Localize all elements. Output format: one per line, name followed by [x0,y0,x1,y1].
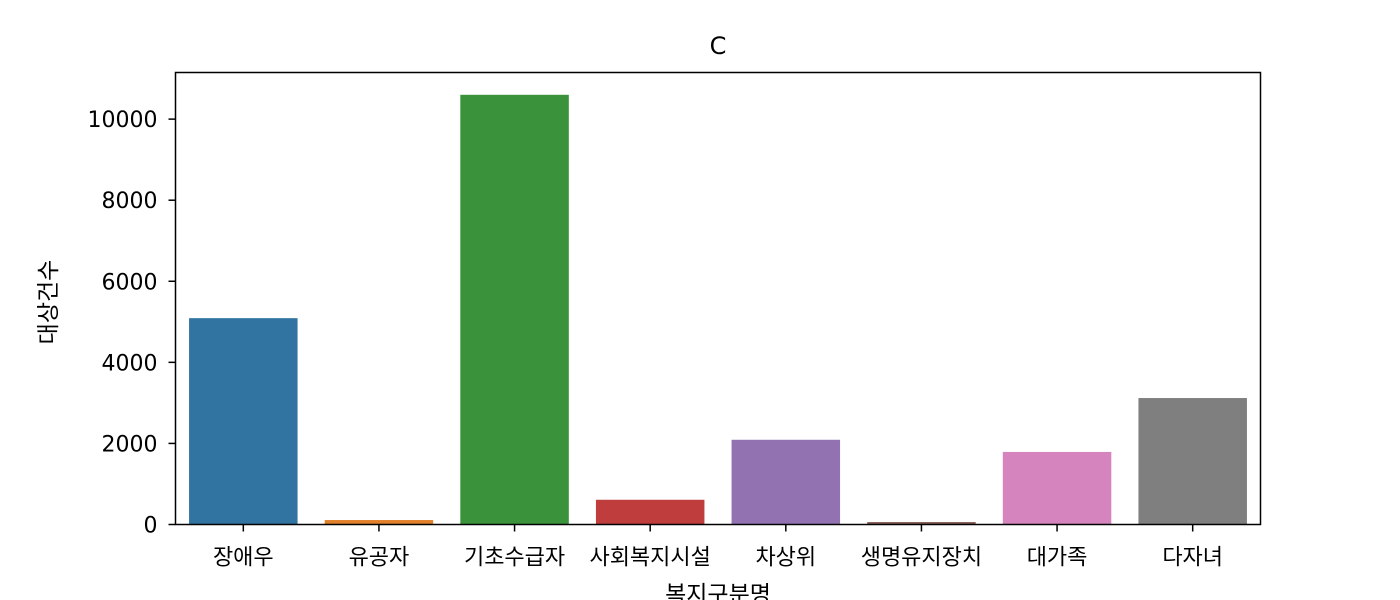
x-axis-label: 복지구분명 [665,582,771,600]
bar-5 [731,439,841,525]
bar-3 [460,94,569,525]
plot-frame [174,71,1262,526]
x-tick-label: 다자녀 [1162,546,1223,571]
bar-7 [1002,451,1112,525]
bar-8 [1138,398,1247,525]
bars-layer [189,94,1247,525]
x-tick-label: 유공자 [349,546,410,571]
y-tick-label: 6000 [102,270,158,295]
y-tick-label: 10000 [88,108,158,133]
x-tick-label: 차상위 [755,546,816,571]
x-tick-label: 생명유지장치 [861,546,982,571]
y-tick-label: 4000 [102,351,158,376]
bar-1 [189,318,298,525]
chart-title: C [710,32,727,60]
y-axis-label: 대상건수 [36,260,62,345]
x-tick-label: 사회복지시설 [589,546,710,571]
bar-6 [867,522,976,525]
bar-4 [595,499,705,525]
x-axis: 장애우 유공자 기초수급자 사회복지시설 차상위 생명유지장치 대가족 다자녀 [213,524,1223,571]
x-tick-label: 기초수급자 [464,546,565,571]
y-tick-label: 0 [144,514,158,539]
x-tick-label: 장애우 [213,546,274,571]
y-axis: 0 2000 4000 6000 8000 10000 [88,108,176,539]
y-tick-label: 2000 [102,432,158,457]
x-tick-label: 대가족 [1027,546,1088,571]
y-tick-label: 8000 [102,189,158,214]
bar-2 [324,520,434,525]
